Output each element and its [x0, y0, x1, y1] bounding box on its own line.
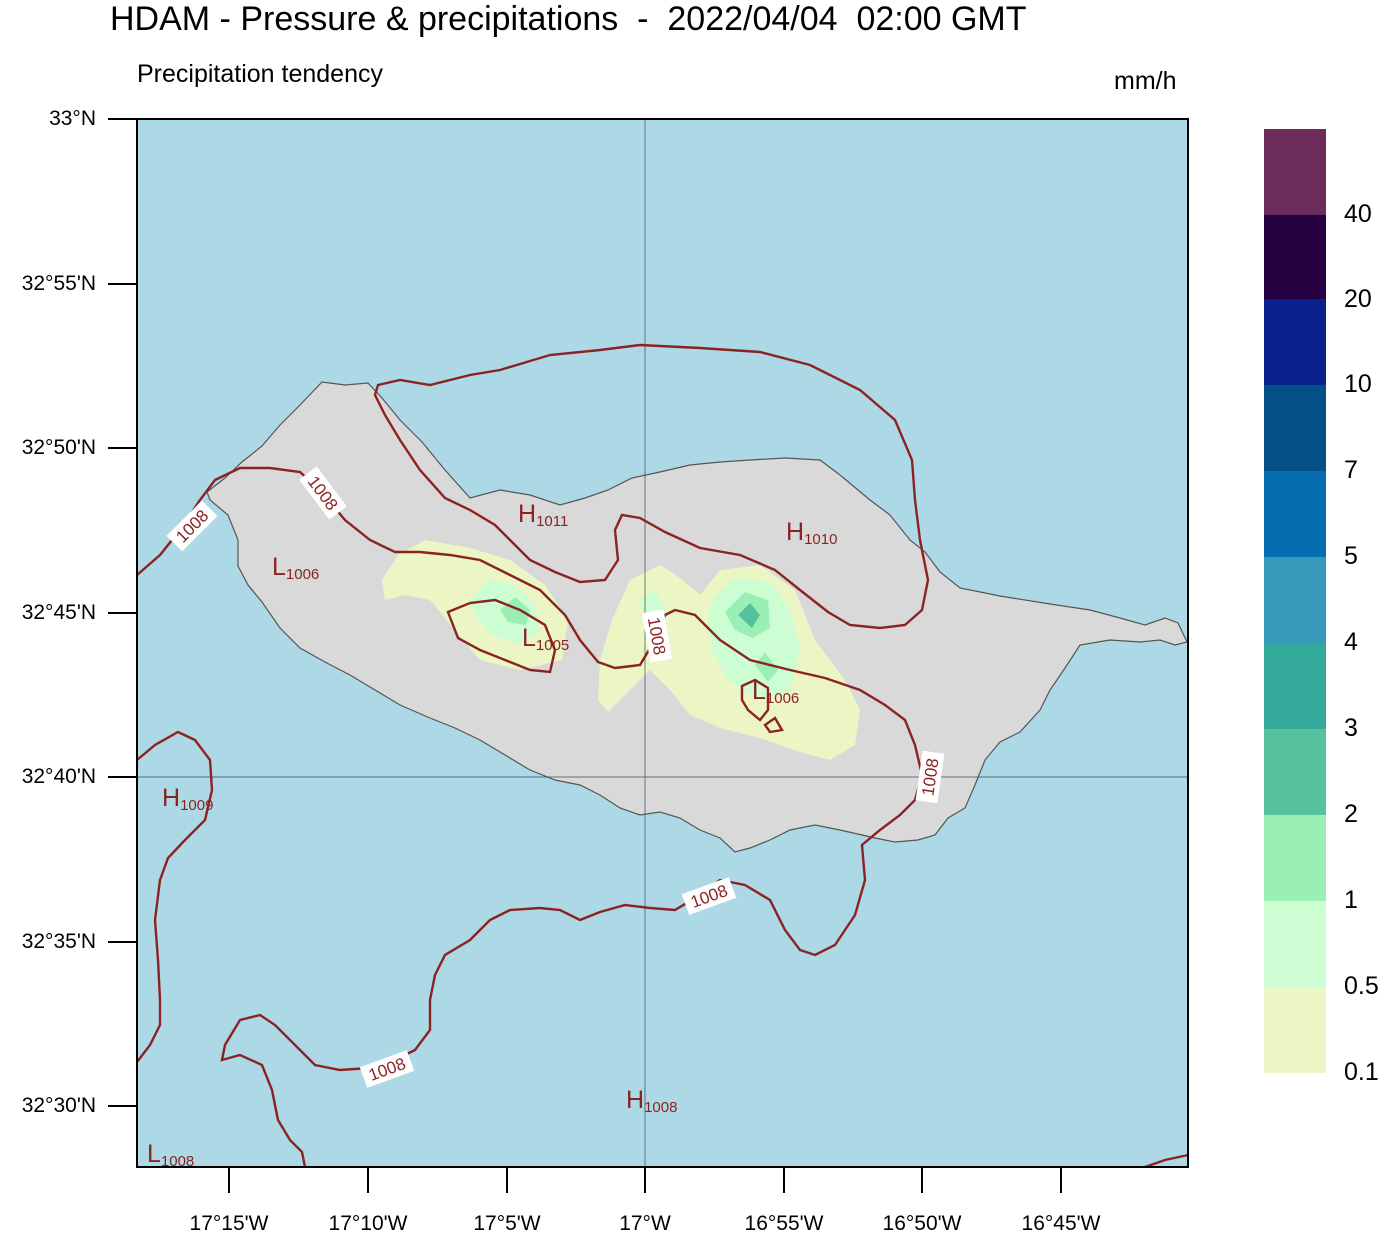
isobar-low-1005 [446, 598, 557, 674]
map-title: HDAM - Pressure & precipitations - 2022/… [110, 0, 1027, 38]
colorbar-bin-0.5 [1264, 901, 1326, 987]
isobar-north-loop [373, 343, 930, 630]
pressure-centre-l1006-west: L1006 [272, 553, 319, 583]
colorbar-label: 10 [1344, 370, 1372, 398]
colorbar-bin-2 [1264, 729, 1326, 815]
colorbar-label: 40 [1344, 200, 1372, 228]
pressure-centre-h1010: H1010 [786, 518, 837, 548]
pressure-centre-h1009: H1009 [162, 784, 213, 814]
lat-label-32-30N: 32°30'N [21, 1094, 96, 1117]
lat-label-32-45N: 32°45'N [21, 601, 96, 624]
lat-label-32-55N: 32°55'N [21, 272, 96, 295]
lon-label-16-50W: 16°50'W [882, 1212, 962, 1235]
pressure-centre-h1008: H1008 [626, 1086, 677, 1116]
contour-label-4: 1008 [915, 750, 945, 804]
colorbar-bin-0.1 [1264, 987, 1326, 1073]
pressure-centre-l1005: L1005 [522, 624, 569, 654]
colorbar-label: 0.1 [1344, 1058, 1379, 1086]
lon-label-16-45W: 16°45'W [1021, 1212, 1101, 1235]
pressure-centre-h1011: H1011 [518, 500, 568, 530]
contour-label-6: 1008 [359, 1050, 415, 1088]
colorbar-bin-3 [1264, 643, 1326, 729]
lat-label-32-40N: 32°40'N [21, 765, 96, 788]
map-frame [136, 118, 1189, 1168]
colorbar-label: 3 [1344, 714, 1358, 742]
colorbar-bin-1 [1264, 815, 1326, 901]
colorbar-label: 4 [1344, 628, 1358, 656]
colorbar [1264, 129, 1326, 1073]
isobar-middle [220, 550, 924, 1168]
lon-label-17-10W: 17°10'W [328, 1212, 408, 1235]
lat-ticks [108, 118, 137, 1107]
lon-ticks [228, 1167, 1062, 1193]
colorbar-label: 1 [1344, 886, 1358, 914]
precip-centre-2 [738, 603, 760, 628]
colorbar-bin-20 [1264, 215, 1326, 299]
pressure-centre-l1008: L1008 [147, 1140, 194, 1170]
isobar-low-1006 [740, 678, 784, 734]
colorbar-bin-4 [1264, 557, 1326, 643]
lon-label-17-15W: 17°15'W [189, 1212, 269, 1235]
colorbar-bin-10 [1264, 299, 1326, 385]
lat-label-33N: 33°N [49, 107, 96, 130]
lat-label-32-35N: 32°35'N [21, 930, 96, 953]
pressure-centre-l1006-east: L1006 [752, 677, 799, 707]
precip-centre-1 [725, 592, 778, 682]
colorbar-label: 20 [1344, 285, 1372, 313]
colorbar-label: 7 [1344, 456, 1358, 484]
colorbar-label: 5 [1344, 542, 1358, 570]
colorbar-bin-40 [1264, 129, 1326, 215]
isobar-southeast [1144, 1153, 1189, 1169]
colorbar-bin-7 [1264, 385, 1326, 471]
map-subtitle: Precipitation tendency [137, 60, 383, 88]
lon-label-17W: 17°W [619, 1212, 671, 1235]
colorbar-label: 0.5 [1344, 972, 1379, 1000]
lat-label-32-50N: 32°50'N [21, 436, 96, 459]
colorbar-label: 2 [1344, 800, 1358, 828]
units-label: mm/h [1114, 67, 1177, 95]
lon-label-17-05W: 17°5'W [473, 1212, 541, 1235]
isobar-southwest [136, 730, 214, 1063]
lon-label-16-55W: 16°55'W [744, 1212, 824, 1235]
colorbar-bin-5 [1264, 471, 1326, 557]
